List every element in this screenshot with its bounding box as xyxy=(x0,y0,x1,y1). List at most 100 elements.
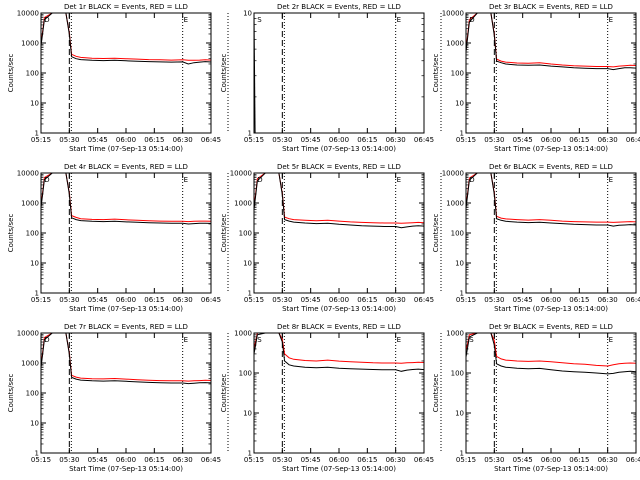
x-tick-label: 06:30 xyxy=(386,136,406,144)
x-axis-label: Start Time (07-Sep-13 05:14:00) xyxy=(69,305,183,313)
x-tick-label: 05:30 xyxy=(59,456,79,464)
x-axis-label: Start Time (07-Sep-13 05:14:00) xyxy=(282,305,396,313)
x-tick-label: 06:15 xyxy=(144,136,164,144)
chart-title: Det 4r BLACK = Events, RED = LLD xyxy=(64,163,188,171)
y-axis-label: Counts/sec xyxy=(220,374,228,413)
y-tick-label: 1000 xyxy=(21,200,39,208)
y-tick-label: 1 xyxy=(35,130,39,138)
plot-frame xyxy=(465,332,637,454)
x-tick-label: 06:30 xyxy=(598,136,618,144)
chart-panel: Det 6r BLACK = Events, RED = LLD D E 1 10 100… xyxy=(432,163,640,313)
y-tick-label: 10 xyxy=(30,100,39,108)
x-tick-label: 06:00 xyxy=(329,296,349,304)
x-tick-label: 05:30 xyxy=(59,136,79,144)
x-tick-label: 06:00 xyxy=(541,136,561,144)
y-tick-label: 100 xyxy=(451,230,464,238)
y-tick-label: 100 xyxy=(239,370,252,378)
x-tick-label: 06:45 xyxy=(626,456,640,464)
marker-label: E xyxy=(609,176,613,184)
plot-frame xyxy=(40,332,212,454)
x-tick-label: 06:00 xyxy=(541,456,561,464)
x-tick-label: 05:15 xyxy=(456,136,476,144)
series-lld-line xyxy=(41,173,211,223)
x-tick-label: 05:15 xyxy=(31,136,51,144)
marker-label: D xyxy=(44,176,49,184)
y-tick-label: 100 xyxy=(26,390,39,398)
x-tick-label: 06:45 xyxy=(414,456,434,464)
x-tick-label: 05:30 xyxy=(272,136,292,144)
x-tick-label: 06:15 xyxy=(357,456,377,464)
y-tick-label: 1 xyxy=(248,290,252,298)
y-tick-label: 10000 xyxy=(442,170,464,178)
y-tick-label: 1000 xyxy=(234,330,252,338)
chart-panel: Det 9r BLACK = Events, RED = LLD S E 1 10 100… xyxy=(432,323,640,473)
marker-label: E xyxy=(609,16,613,24)
marker-label: E xyxy=(609,336,613,344)
x-axis-label: Start Time (07-Sep-13 05:14:00) xyxy=(494,145,608,153)
x-tick-label: 05:45 xyxy=(88,136,108,144)
plot-frame xyxy=(253,332,425,454)
chart-title: Det 9r BLACK = Events, RED = LLD xyxy=(489,323,613,331)
x-tick-label: 05:45 xyxy=(88,296,108,304)
x-tick-label: 06:00 xyxy=(116,456,136,464)
y-tick-label: 100 xyxy=(451,70,464,78)
x-tick-label: 06:00 xyxy=(541,296,561,304)
x-tick-label: 05:15 xyxy=(31,456,51,464)
x-axis-label: Start Time (07-Sep-13 05:14:00) xyxy=(69,465,183,473)
y-tick-label: 10 xyxy=(243,10,252,18)
y-tick-label: 1000 xyxy=(446,330,464,338)
y-tick-label: 10000 xyxy=(442,10,464,18)
y-tick-label: 10 xyxy=(455,410,464,418)
plot-frame xyxy=(253,12,425,134)
x-tick-label: 06:45 xyxy=(201,456,221,464)
x-tick-label: 06:30 xyxy=(386,296,406,304)
x-tick-label: 06:30 xyxy=(598,456,618,464)
chart-title: Det 3r BLACK = Events, RED = LLD xyxy=(489,3,613,11)
x-tick-label: 05:45 xyxy=(513,456,533,464)
y-tick-label: 1 xyxy=(35,290,39,298)
series-events-line xyxy=(466,13,636,71)
x-tick-label: 05:45 xyxy=(301,136,321,144)
x-tick-label: 06:45 xyxy=(626,296,640,304)
chart-panel: Det 1r BLACK = Events, RED = LLD D E 1 10 100… xyxy=(7,3,229,153)
y-tick-label: 10000 xyxy=(17,330,39,338)
y-tick-label: 100 xyxy=(26,230,39,238)
y-axis-label: Counts/sec xyxy=(432,214,440,253)
x-tick-label: 06:45 xyxy=(201,136,221,144)
marker-label: S xyxy=(257,336,262,344)
marker-label: D xyxy=(469,176,474,184)
marker-label: D xyxy=(469,16,474,24)
y-tick-label: 10000 xyxy=(17,170,39,178)
marker-label: D xyxy=(44,336,49,344)
y-axis-label: Counts/sec xyxy=(7,214,15,253)
marker-label: S xyxy=(469,336,474,344)
series-lld-line xyxy=(254,173,424,224)
chart-panel: Det 4r BLACK = Events, RED = LLD D E 1 10 100… xyxy=(7,163,229,313)
chart-title: Det 2r BLACK = Events, RED = LLD xyxy=(277,3,401,11)
series-events-line xyxy=(41,173,211,225)
x-tick-label: 06:15 xyxy=(569,456,589,464)
y-tick-label: 1 xyxy=(460,450,464,458)
marker-label: E xyxy=(397,336,401,344)
y-axis-label: Counts/sec xyxy=(7,54,15,93)
x-tick-label: 06:30 xyxy=(173,296,193,304)
x-tick-label: 05:30 xyxy=(484,296,504,304)
chart-title: Det 6r BLACK = Events, RED = LLD xyxy=(489,163,613,171)
series-events-line xyxy=(466,333,636,375)
y-tick-label: 10 xyxy=(30,260,39,268)
x-tick-label: 06:30 xyxy=(386,456,406,464)
x-tick-label: 05:15 xyxy=(31,296,51,304)
plot-frame xyxy=(253,172,425,294)
x-tick-label: 06:45 xyxy=(201,296,221,304)
y-tick-label: 10000 xyxy=(17,10,39,18)
x-axis-label: Start Time (07-Sep-13 05:14:00) xyxy=(282,145,396,153)
x-tick-label: 06:15 xyxy=(144,456,164,464)
y-tick-label: 1 xyxy=(248,130,252,138)
chart-panel: Det 7r BLACK = Events, RED = LLD D E 1 10 100… xyxy=(7,323,229,473)
chart-panel: Det 2r BLACK = Events, RED = LLD S E 1 10 05:… xyxy=(220,3,442,153)
y-tick-label: 1 xyxy=(460,130,464,138)
y-tick-label: 100 xyxy=(26,70,39,78)
y-axis-label: Counts/sec xyxy=(432,54,440,93)
series-events-line xyxy=(41,333,211,385)
